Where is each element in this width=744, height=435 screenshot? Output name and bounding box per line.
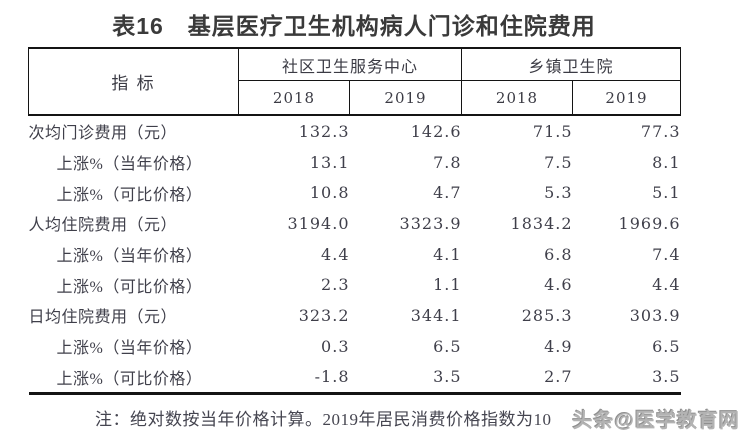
row-label: 日均住院费用（元） [28,309,178,327]
cell-value: 142.6 [410,121,462,141]
cell-value: 3323.9 [399,213,462,233]
cell-value: 4.9 [544,336,573,356]
cell-value: 5.3 [544,183,573,203]
cell-value: 0.3 [321,336,350,356]
table-title: 表16 基层医疗卫生机构病人门诊和住院费用 [112,13,596,39]
row-label: 上涨%（可比价格） [56,278,203,296]
cell-value: 77.3 [640,121,681,141]
header-year-community-2019: 2019 [348,80,463,116]
cell-value: 4.4 [652,275,681,295]
table-row: 上涨%（当年价格） 4.4 4.1 6.8 7.4 [29,239,681,270]
header-group-township: 乡镇卫生院 [461,47,682,81]
cell-value: 2.3 [321,275,350,295]
cell-value: 132.3 [298,121,350,141]
row-label: 上涨%（可比价格） [56,186,203,204]
table-header: 指 标 社区卫生服务中心 乡镇卫生院 2018 2019 2018 2019 [28,47,682,116]
header-row-groups: 指 标 社区卫生服务中心 乡镇卫生院 [28,47,682,116]
header-indicator: 指 标 [28,47,239,116]
cell-value: 1834.2 [510,213,573,233]
cell-value: 4.6 [544,275,573,295]
cell-value: 1.1 [433,275,462,295]
watermark-text: 头条@医学教育网 [566,404,740,433]
header-year-township-2018: 2018 [461,80,574,116]
cell-value: 5.1 [652,183,681,203]
cell-value: 6.5 [433,336,462,356]
header-year-township-2019: 2019 [572,80,682,116]
cell-value: 8.1 [652,152,681,172]
cell-value: 285.3 [521,305,573,325]
table-row: 上涨%（当年价格） 13.1 7.8 7.5 8.1 [29,147,681,178]
cell-value: 6.8 [544,244,573,264]
cell-value: 4.1 [433,244,462,264]
row-label: 上涨%（当年价格） [56,248,203,266]
header-row-years: 2018 2019 2018 2019 [29,80,682,116]
cell-value: 3194.0 [287,213,350,233]
cell-value: 7.4 [652,244,681,264]
cell-value: 10.8 [309,183,350,203]
cell-value: 303.9 [629,305,681,325]
cell-value: 344.1 [410,305,462,325]
table-row: 上涨%（当年价格） 0.3 6.5 4.9 6.5 [29,331,681,362]
row-label: 人均住院费用（元） [28,217,178,235]
table-row: 人均住院费用（元） 3194.0 3323.9 1834.2 1969.6 [29,208,681,239]
row-label: 上涨%（当年价格） [56,156,203,174]
row-label: 上涨%（当年价格） [56,340,203,358]
statistics-table: 指 标 社区卫生服务中心 乡镇卫生院 2018 2019 2018 2019 次… [28,47,682,396]
cell-value: 6.5 [652,336,681,356]
cell-value: 3.5 [433,367,462,387]
table-row: 上涨%（可比价格） 2.3 1.1 4.6 4.4 [29,269,681,300]
footnote: 注：绝对数按当年价格计算。2019年居民消费价格指数为10 [95,410,552,430]
cell-value: 4.4 [321,244,350,264]
cell-value: 4.7 [433,183,462,203]
table-row: 日均住院费用（元） 323.2 344.1 285.3 303.9 [29,300,681,331]
table-row: 上涨%（可比价格） -1.8 3.5 2.7 3.5 [29,362,681,394]
row-label: 上涨%（可比价格） [56,370,203,388]
cell-value: 13.1 [309,152,350,172]
cell-value: 1969.6 [618,213,681,233]
table-row: 上涨%（可比价格） 10.8 4.7 5.3 5.1 [29,177,681,208]
cell-value: 71.5 [532,121,573,141]
header-year-community-2018: 2018 [238,80,350,116]
cell-value: -1.8 [314,367,350,387]
cell-value: 2.7 [544,367,573,387]
table-row: 次均门诊费用（元） 132.3 142.6 71.5 77.3 [29,115,681,147]
row-label: 次均门诊费用（元） [28,125,178,143]
cell-value: 323.2 [298,305,350,325]
table-body: 次均门诊费用（元） 132.3 142.6 71.5 77.3 上涨%（当年价格） 13.1… [29,115,681,394]
header-group-community: 社区卫生服务中心 [237,47,463,81]
cell-value: 3.5 [652,367,681,387]
cell-value: 7.5 [544,152,573,172]
cell-value: 7.8 [433,152,462,172]
